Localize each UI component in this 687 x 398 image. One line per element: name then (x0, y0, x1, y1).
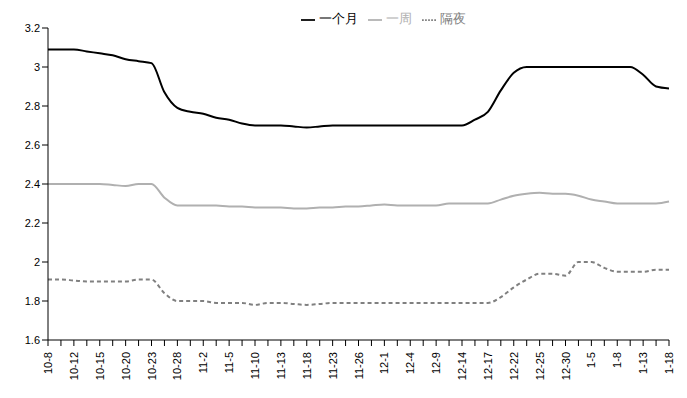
svg-text:1-8: 1-8 (611, 352, 623, 368)
svg-text:11-26: 11-26 (353, 352, 365, 379)
svg-text:1-5: 1-5 (585, 352, 597, 368)
svg-text:11-2: 11-2 (197, 352, 209, 373)
svg-text:11-18: 11-18 (301, 352, 313, 379)
svg-text:3.2: 3.2 (25, 22, 40, 34)
svg-text:11-13: 11-13 (275, 352, 287, 379)
svg-text:12-14: 12-14 (456, 352, 468, 380)
svg-text:1-13: 1-13 (637, 352, 649, 374)
html-text:一个月: 一个月 (318, 11, 358, 26)
svg-text:2.2: 2.2 (25, 217, 40, 229)
svg-text:10-8: 10-8 (42, 352, 54, 374)
svg-text:12-4: 12-4 (404, 352, 416, 374)
svg-text:11-23: 11-23 (327, 352, 339, 379)
svg-text:12-1: 12-1 (378, 352, 390, 374)
svg-text:3: 3 (34, 61, 40, 73)
svg-text:2.4: 2.4 (25, 178, 40, 190)
svg-text:10-23: 10-23 (146, 352, 158, 380)
svg-text:11-5: 11-5 (223, 352, 235, 373)
svg-text:12-22: 12-22 (508, 352, 520, 380)
svg-text:10-20: 10-20 (120, 352, 132, 380)
svg-text:2.8: 2.8 (25, 100, 40, 112)
svg-text:12-17: 12-17 (482, 352, 494, 380)
svg-text:1.6: 1.6 (25, 334, 40, 346)
svg-text:2.6: 2.6 (25, 139, 40, 151)
html-text:一周: 一周 (385, 11, 412, 26)
svg-text:12-25: 12-25 (534, 352, 546, 380)
svg-text:1.8: 1.8 (25, 295, 40, 307)
html-text:隔夜: 隔夜 (439, 11, 466, 26)
svg-text:1-18: 1-18 (663, 352, 675, 374)
svg-text:11-10: 11-10 (249, 352, 261, 379)
svg-text:12-9: 12-9 (430, 352, 442, 374)
svg-text:10-15: 10-15 (94, 352, 106, 380)
svg-text:10-28: 10-28 (171, 352, 183, 380)
svg-text:10-12: 10-12 (68, 352, 80, 380)
svg-text:2: 2 (34, 256, 40, 268)
svg-text:12-30: 12-30 (560, 352, 572, 380)
